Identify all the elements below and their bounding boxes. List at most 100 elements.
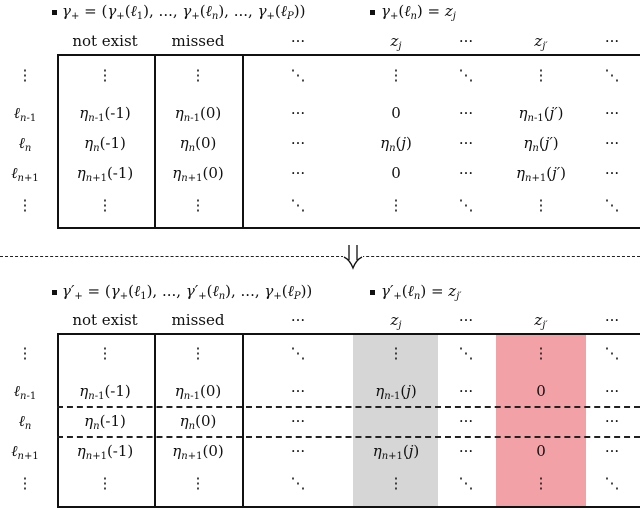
table-cell: ⋱ bbox=[604, 66, 620, 84]
column-divider bbox=[154, 333, 156, 507]
header-missed: missed bbox=[171, 32, 225, 50]
table-cell: ··· bbox=[458, 104, 474, 122]
table-cell: ηn+1(-1) bbox=[76, 442, 134, 462]
double-down-arrow-icon bbox=[343, 244, 363, 270]
table-bottom-border bbox=[57, 506, 640, 508]
row-label: ⋮ bbox=[17, 196, 33, 214]
column-divider bbox=[57, 54, 59, 228]
table-cell: ··· bbox=[290, 164, 306, 182]
table-cell: ⋮ bbox=[190, 474, 206, 492]
table-cell: ⋱ bbox=[604, 344, 620, 362]
table-cell: ⋱ bbox=[290, 66, 306, 84]
column-divider bbox=[242, 333, 244, 507]
column-divider bbox=[154, 54, 156, 228]
bullet-marker bbox=[52, 290, 57, 295]
table-cell: ⋮ bbox=[533, 344, 549, 362]
table-cell: ηn+1(0) bbox=[172, 442, 224, 462]
table-cell: 0 bbox=[536, 382, 546, 400]
table-cell: ⋮ bbox=[388, 196, 404, 214]
header-ellipsis: ··· bbox=[604, 311, 620, 329]
column-divider bbox=[57, 333, 59, 507]
table-cell: ··· bbox=[290, 382, 306, 400]
table-cell: ηn-1(0) bbox=[174, 382, 222, 402]
table-cell: ··· bbox=[458, 382, 474, 400]
bullet-marker bbox=[370, 290, 375, 295]
table-cell: ηn(j) bbox=[380, 134, 412, 154]
row-highlight-dashed-line bbox=[57, 406, 640, 408]
table-cell: ⋮ bbox=[388, 66, 404, 84]
table-cell: ηn(0) bbox=[179, 134, 217, 154]
table-cell: ··· bbox=[290, 134, 306, 152]
table-cell: ⋱ bbox=[290, 196, 306, 214]
table-cell: ηn+1(j′) bbox=[516, 164, 566, 184]
bottom-z-assignment: γ′+(ℓn) = zj′ bbox=[381, 282, 462, 302]
table-cell: ⋱ bbox=[458, 344, 474, 362]
table-cell: ⋱ bbox=[458, 66, 474, 84]
table-cell: ⋮ bbox=[97, 196, 113, 214]
header-ellipsis: ··· bbox=[458, 32, 474, 50]
header-ellipsis: ··· bbox=[604, 32, 620, 50]
top-gamma-definition: γ+ = (γ+(ℓ1), ..., γ+(ℓn), ..., γ+(ℓP)) bbox=[62, 2, 306, 22]
table-cell: ⋮ bbox=[388, 344, 404, 362]
row-label-ln: ℓn bbox=[18, 134, 32, 154]
table-cell: ⋱ bbox=[604, 196, 620, 214]
table-cell: ⋮ bbox=[533, 474, 549, 492]
table-cell: ··· bbox=[604, 164, 620, 182]
table-cell: ··· bbox=[604, 442, 620, 460]
table-top-border bbox=[57, 333, 640, 335]
table-cell: ⋱ bbox=[458, 196, 474, 214]
bullet-marker bbox=[52, 10, 57, 15]
row-label-ln-1: ℓn-1 bbox=[13, 382, 37, 402]
table-cell: ··· bbox=[458, 412, 474, 430]
table-cell: ηn-1(j) bbox=[375, 382, 417, 402]
table-cell: ··· bbox=[604, 382, 620, 400]
bottom-gamma-definition: γ′+ = (γ+(ℓ1), ..., γ′+(ℓn), ..., γ+(ℓP)… bbox=[62, 282, 313, 302]
table-cell: ηn(j′) bbox=[523, 134, 559, 154]
table-cell: ⋮ bbox=[388, 474, 404, 492]
header-zjprime: zj′ bbox=[534, 32, 548, 52]
table-cell: ηn-1(-1) bbox=[79, 104, 131, 124]
table-cell: ηn(-1) bbox=[84, 412, 126, 432]
table-cell: ··· bbox=[458, 442, 474, 460]
table-cell: ··· bbox=[604, 104, 620, 122]
table-cell: ⋮ bbox=[533, 196, 549, 214]
header-ellipsis: ··· bbox=[458, 311, 474, 329]
table-cell: ··· bbox=[604, 134, 620, 152]
row-label: ⋮ bbox=[17, 474, 33, 492]
table-cell: ⋮ bbox=[190, 344, 206, 362]
table-cell: ηn(0) bbox=[179, 412, 217, 432]
header-zj: zj bbox=[390, 311, 402, 331]
highlight-column-zjprime bbox=[496, 334, 586, 507]
table-cell: ⋮ bbox=[97, 344, 113, 362]
table-cell: ··· bbox=[604, 412, 620, 430]
header-ellipsis: ··· bbox=[290, 32, 306, 50]
bullet-marker bbox=[370, 10, 375, 15]
table-cell: ··· bbox=[290, 442, 306, 460]
table-cell: 0 bbox=[391, 164, 401, 182]
header-zjprime: zj′ bbox=[534, 311, 548, 331]
row-highlight-dashed-line bbox=[57, 436, 640, 438]
table-cell: ηn+1(-1) bbox=[76, 164, 134, 184]
section-separator bbox=[0, 256, 640, 257]
highlight-column-zj bbox=[353, 334, 438, 507]
table-cell: ⋱ bbox=[290, 344, 306, 362]
row-label-ln+1: ℓn+1 bbox=[11, 442, 39, 462]
table-cell: ⋮ bbox=[533, 66, 549, 84]
top-z-assignment: γ+(ℓn) = zj bbox=[381, 2, 456, 22]
row-label-ln-1: ℓn-1 bbox=[13, 104, 37, 124]
header-zj: zj bbox=[390, 32, 402, 52]
table-cell: ⋱ bbox=[290, 474, 306, 492]
table-cell: ··· bbox=[290, 412, 306, 430]
table-top-border bbox=[57, 54, 640, 56]
row-label: ⋮ bbox=[17, 344, 33, 362]
table-cell: ⋮ bbox=[97, 474, 113, 492]
table-cell: ηn(-1) bbox=[84, 134, 126, 154]
header-missed: missed bbox=[171, 311, 225, 329]
table-cell: ⋮ bbox=[97, 66, 113, 84]
table-cell: ··· bbox=[458, 134, 474, 152]
header-not-exist: not exist bbox=[72, 32, 138, 50]
header-not-exist: not exist bbox=[72, 311, 138, 329]
table-cell: ⋱ bbox=[458, 474, 474, 492]
table-cell: ⋮ bbox=[190, 66, 206, 84]
row-label: ⋮ bbox=[17, 66, 33, 84]
